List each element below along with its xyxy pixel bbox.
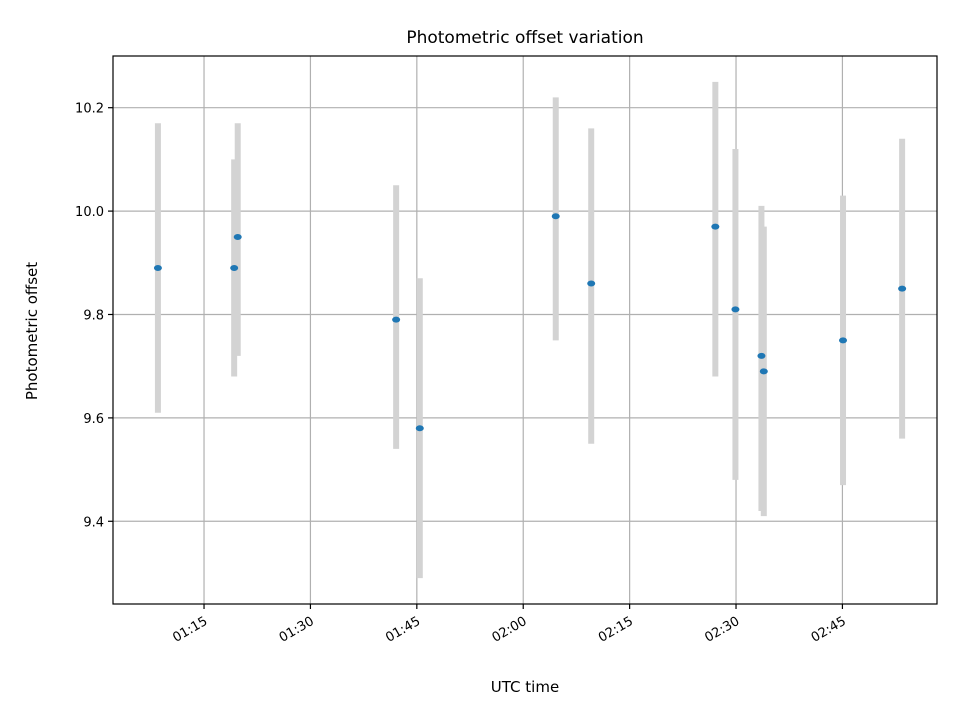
chart-title: Photometric offset variation	[406, 28, 643, 48]
data-point	[233, 233, 242, 240]
data-point	[711, 223, 720, 230]
data-point	[415, 425, 424, 432]
y-tick-label: 9.8	[83, 308, 104, 323]
y-tick-label: 9.4	[83, 515, 104, 530]
data-point	[153, 264, 162, 271]
data-point	[731, 306, 740, 313]
data-points	[153, 213, 907, 432]
plot-frame	[112, 55, 938, 605]
data-point	[587, 280, 596, 287]
data-point	[898, 285, 907, 292]
data-point	[759, 368, 768, 375]
y-tick-label: 9.6	[83, 412, 104, 427]
data-point	[551, 213, 560, 220]
y-tick-label: 10.2	[75, 102, 104, 117]
data-point	[757, 352, 766, 359]
data-point	[839, 337, 848, 344]
y-tick-label: 10.0	[75, 205, 104, 220]
data-point	[230, 264, 239, 271]
x-axis-title: UTC time	[491, 678, 559, 696]
y-axis-title: Photometric offset	[23, 262, 41, 400]
data-point	[392, 316, 401, 323]
